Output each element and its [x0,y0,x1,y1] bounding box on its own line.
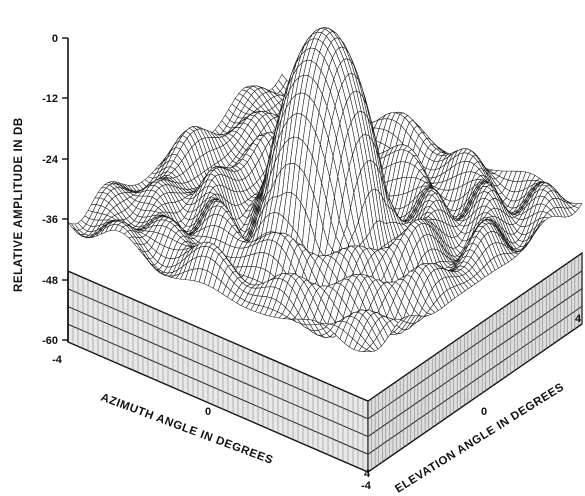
y-tick-label: -4 [361,480,372,492]
z-tick-label: -48 [42,275,58,287]
x-tick-label: -4 [52,354,63,366]
x-tick-label: 4 [364,468,371,480]
z-tick-label: -60 [42,335,58,347]
x-tick-label: 0 [205,406,211,418]
z-tick-label: 0 [52,33,58,45]
z-axis: 0 -12 -24 -36 -48 -60 RELATIVE AMPLITUDE… [13,33,69,347]
y-tick-label: 0 [481,406,487,418]
surface-base [67,251,583,474]
z-axis-label: RELATIVE AMPLITUDE IN DB [13,117,25,292]
surface-cell [362,349,372,352]
y-tick-label: 4 [575,313,582,325]
z-tick-label: -12 [42,93,58,105]
surface-mesh [67,27,583,352]
z-tick-label: -24 [42,154,59,166]
z-tick-label: -36 [42,214,58,226]
